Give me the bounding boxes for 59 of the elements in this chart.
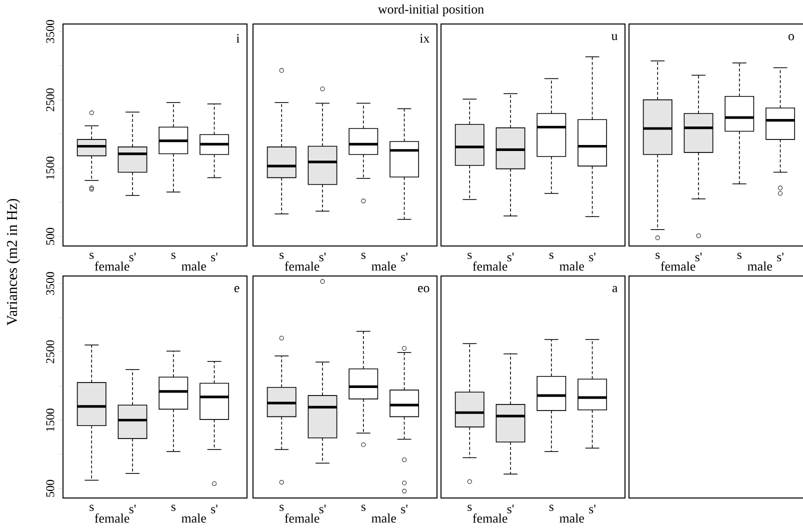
text: female xyxy=(94,514,130,523)
x-tick-label: s xyxy=(90,252,94,259)
text: i xyxy=(236,34,240,43)
text: e xyxy=(234,286,240,292)
x-tick-label: s xyxy=(90,504,94,511)
x-tick-label: s xyxy=(656,252,660,259)
x-tick-label: s xyxy=(468,504,472,511)
x-tick-label: s' xyxy=(777,252,784,262)
y-tick-label: 3500 xyxy=(46,20,54,43)
x-tick-label: s' xyxy=(401,504,408,514)
y-tick-label: 500 xyxy=(46,480,54,497)
text: male xyxy=(182,262,206,271)
text: male xyxy=(372,514,396,523)
x-tick-label: s xyxy=(280,504,284,511)
x-tick-label: s xyxy=(361,252,366,259)
y-tick-label: 1500 xyxy=(46,408,54,432)
x-tick-label: s' xyxy=(401,252,408,262)
text: male xyxy=(372,262,396,271)
x-tick-label: s xyxy=(171,504,176,511)
text: ix xyxy=(420,34,430,43)
text: eo xyxy=(418,286,430,292)
y-tick-label: 2500 xyxy=(46,340,54,364)
x-tick-label: s' xyxy=(129,252,136,262)
y-axis-title: Variances (m2 in Hz) xyxy=(6,198,20,326)
x-tick-label: s' xyxy=(695,252,702,262)
chart-subtitle: word-initial position xyxy=(378,4,484,16)
x-tick-label: s xyxy=(737,252,742,259)
text: o xyxy=(788,34,794,40)
text: female xyxy=(284,514,320,523)
x-tick-label: s' xyxy=(319,504,326,514)
text: female xyxy=(472,514,508,523)
y-tick-label: 500 xyxy=(46,228,54,245)
x-tick-label: s' xyxy=(589,504,596,514)
text: male xyxy=(748,262,772,271)
x-tick-label: s' xyxy=(589,252,596,262)
text: female xyxy=(660,262,696,271)
x-tick-label: s xyxy=(549,504,554,511)
x-tick-label: s' xyxy=(507,252,514,262)
x-tick-label: s xyxy=(468,252,472,259)
x-tick-label: s' xyxy=(129,504,136,514)
x-tick-label: s' xyxy=(211,252,218,262)
text: male xyxy=(560,262,584,271)
x-tick-label: s xyxy=(549,252,554,259)
text: u xyxy=(611,34,618,40)
x-tick-label: s' xyxy=(507,504,514,514)
y-tick-label: 3500 xyxy=(46,272,54,295)
text: female xyxy=(472,262,508,271)
x-tick-label: s xyxy=(361,504,366,511)
text: a xyxy=(612,286,618,292)
text: female xyxy=(284,262,320,271)
y-tick-label: 2500 xyxy=(46,88,54,112)
text: male xyxy=(182,514,206,523)
y-tick-label: 1500 xyxy=(46,156,54,180)
text: male xyxy=(560,514,584,523)
x-tick-label: s xyxy=(171,252,176,259)
x-tick-label: s xyxy=(280,252,284,259)
x-tick-label: s' xyxy=(319,252,326,262)
text: female xyxy=(94,262,130,271)
x-tick-label: s' xyxy=(211,504,218,514)
